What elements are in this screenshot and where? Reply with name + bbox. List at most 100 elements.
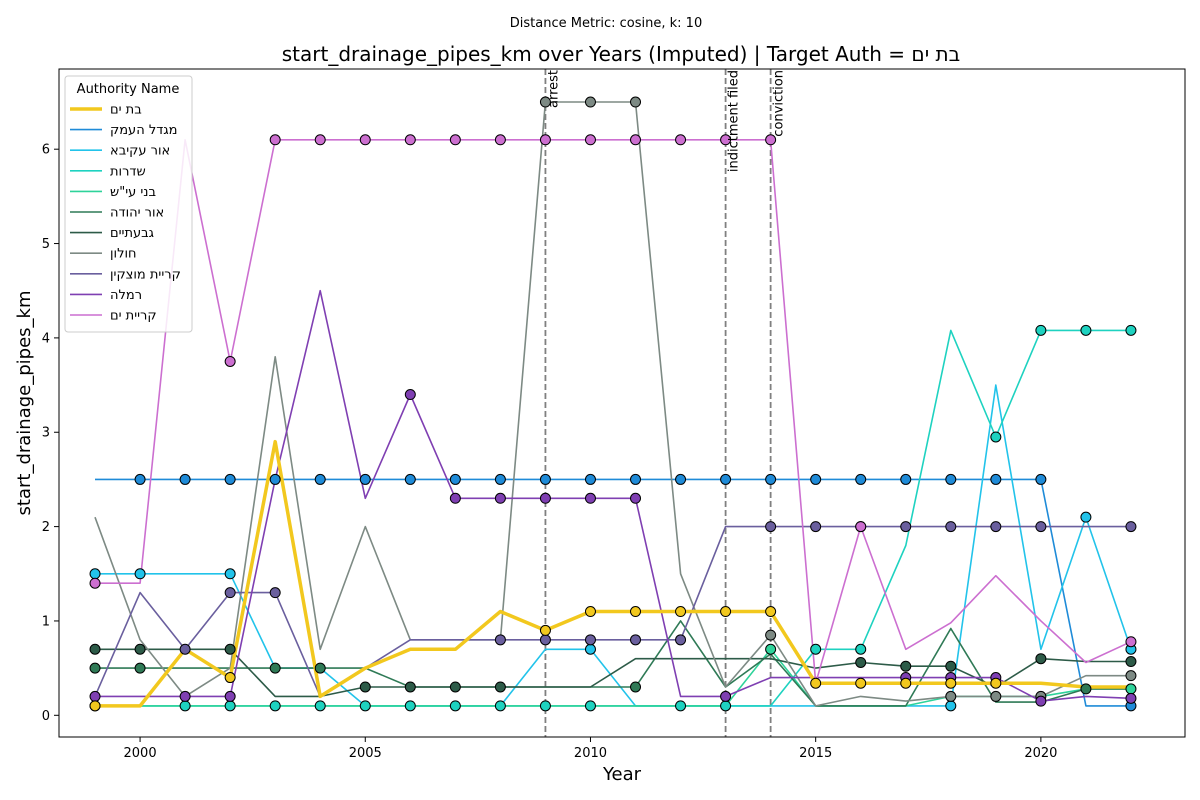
data-point [630,134,642,146]
data-point [179,700,191,712]
data-point [855,521,867,533]
data-point [990,690,1002,702]
data-point [675,134,687,146]
data-point [584,96,596,108]
data-point [900,473,912,485]
y-tick-label: 4 [42,331,50,346]
data-point [675,700,687,712]
data-point [1125,521,1137,533]
series-line [95,329,1131,707]
data-point [314,700,326,712]
x-tick-label: 2000 [124,746,157,761]
data-point [675,634,687,646]
data-point [224,690,236,702]
x-tick-label: 2020 [1024,746,1057,761]
data-point [765,629,777,641]
legend-label: אור יהודה [110,206,164,221]
event-labels: arrest indictment filed conviction [546,70,786,172]
series-line [95,648,1131,698]
y-tick-label: 6 [42,143,50,158]
data-point [584,700,596,712]
legend-items: בת ים מגדל העמק אור עקיבא שדרות בני עי"ש אור … [70,103,181,324]
y-tick-label: 1 [42,614,50,629]
y-tick-label: 0 [42,709,50,724]
data-point [584,473,596,485]
series-line [94,525,1131,698]
data-point [584,634,596,646]
data-point [765,134,777,146]
series-line [94,101,1131,707]
legend-label: מגדל העמק [110,123,178,138]
data-point [179,473,191,485]
legend-title: Authority Name [77,82,180,97]
data-point [404,700,416,712]
data-point [945,473,957,485]
data-point [584,492,596,504]
series-line [95,439,1131,708]
data-point [134,568,146,580]
data-point [900,677,912,689]
series-line [95,620,1131,707]
y-tick-label: 5 [42,237,50,252]
data-point [224,355,236,367]
y-tick-label: 3 [42,426,50,441]
legend-label: בת ים [110,103,142,118]
plot-area [58,68,1186,738]
data-point [945,660,957,672]
data-point [675,606,687,618]
data-point [539,96,551,108]
event-label: conviction [772,70,787,137]
event-markers [544,69,772,737]
data-point [404,681,416,693]
x-tick-label: 2005 [349,746,382,761]
data-point [269,473,281,485]
chart-title: start_drainage_pipes_km over Years (Impu… [282,42,960,66]
legend-label: קריית מוצקין [110,267,181,282]
data-point [359,681,371,693]
data-point [269,700,281,712]
legend-label: שדרות [110,164,146,179]
legend-label: גבעתיים [110,226,154,241]
data-point [630,492,642,504]
data-point [494,492,506,504]
data-point [539,634,551,646]
data-point [630,606,642,618]
event-label: indictment filed [727,70,742,172]
series-markers [89,96,1137,712]
data-point [810,521,822,533]
data-point [630,634,642,646]
data-point [449,700,461,712]
data-point [449,134,461,146]
x-axis-label: Year [602,764,642,785]
data-point [1035,653,1047,665]
data-point [224,473,236,485]
data-point [855,643,867,655]
data-point [269,587,281,599]
data-point [539,700,551,712]
data-point [494,700,506,712]
data-point [224,568,236,580]
y-axis-label: start_drainage_pipes_km [14,291,35,516]
legend: Authority Name בת ים מגדל העמק אור עקיבא שד… [64,75,193,333]
data-point [539,473,551,485]
data-point [359,700,371,712]
data-point [89,700,101,712]
data-point [179,690,191,702]
data-point [990,677,1002,689]
data-point [900,521,912,533]
data-point [359,134,371,146]
data-point [1125,324,1137,336]
data-point [720,134,732,146]
data-point [1125,656,1137,668]
x-axis: 2000 2005 2010 2015 2020 [124,737,1057,761]
data-point [1035,521,1047,533]
data-point [810,473,822,485]
data-point [855,656,867,668]
data-point [1080,683,1092,695]
data-point [990,473,1002,485]
data-point [945,521,957,533]
data-point [584,643,596,655]
data-point [810,677,822,689]
data-point [224,587,236,599]
legend-label: אור עקיבא [110,144,170,159]
